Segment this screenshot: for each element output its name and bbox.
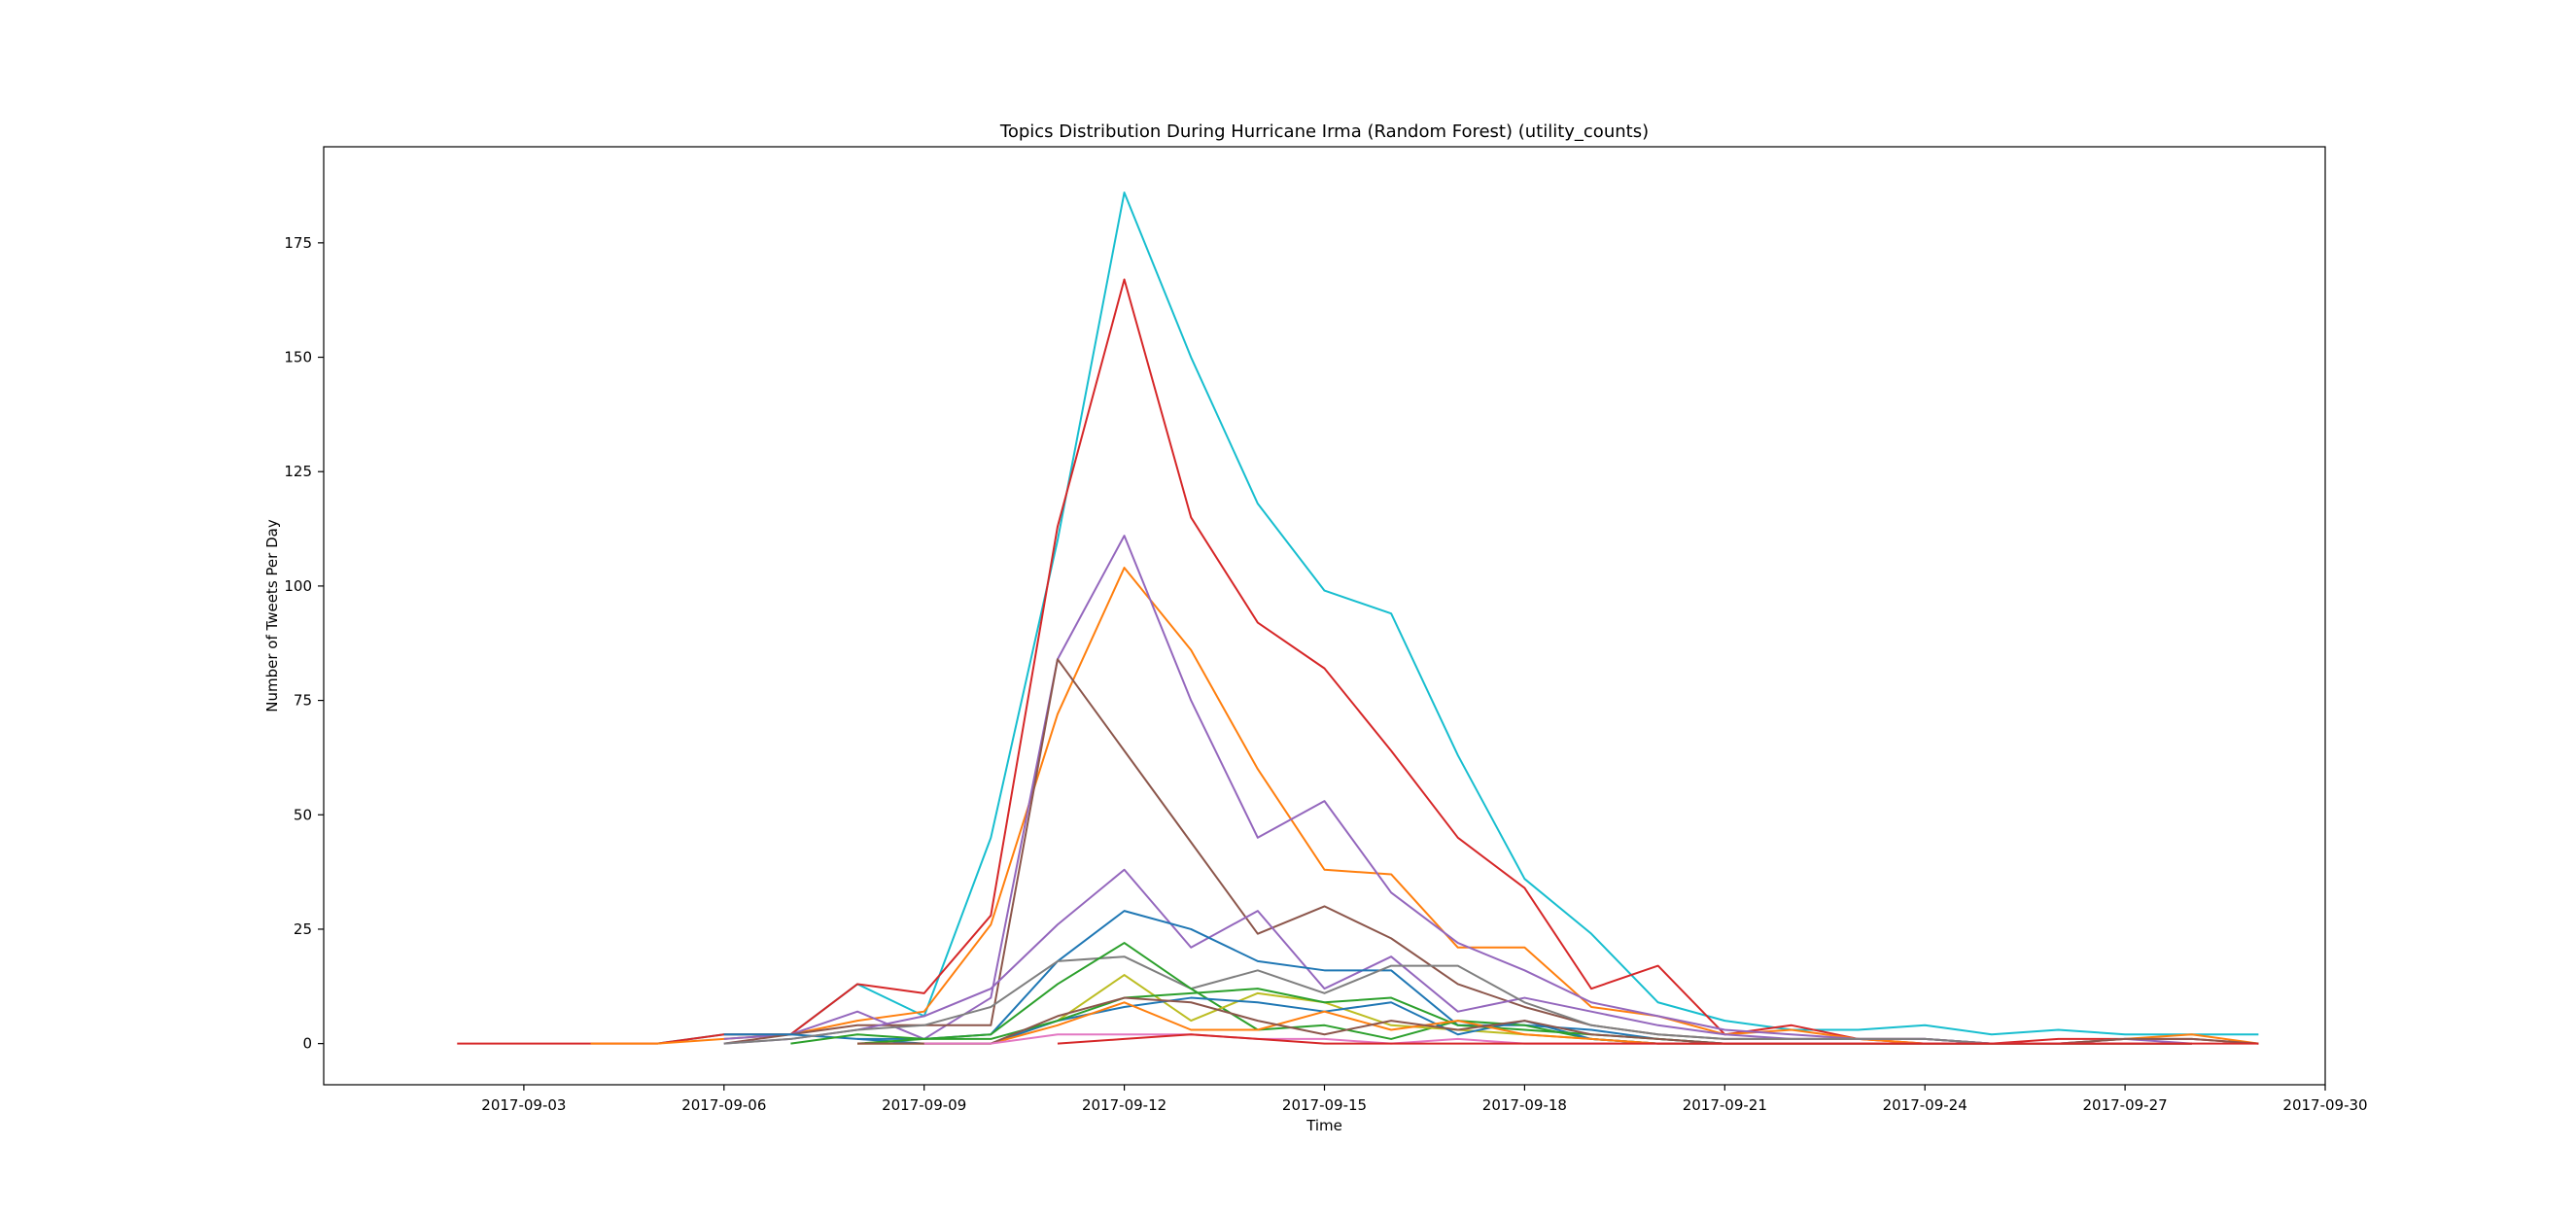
x-tick-label: 2017-09-24 <box>1883 1096 1967 1114</box>
chart-title: Topics Distribution During Hurricane Irm… <box>999 122 1649 142</box>
x-tick-label: 2017-09-18 <box>1482 1096 1567 1114</box>
series-layer <box>457 191 2259 1045</box>
y-tick-label: 125 <box>284 463 312 480</box>
x-tick-label: 2017-09-06 <box>681 1096 766 1114</box>
x-axis: 2017-09-03 2017-09-06 2017-09-09 2017-09-12… <box>481 1085 2368 1114</box>
series-line-8 <box>723 955 2192 1045</box>
x-tick-label: 2017-09-12 <box>1082 1096 1166 1114</box>
y-axis: 0 25 50 75 100 125 150 175 <box>284 234 324 1053</box>
x-tick-label: 2017-09-21 <box>1683 1096 1767 1114</box>
y-tick-label: 50 <box>294 806 312 823</box>
series-line-16 <box>1057 1033 2259 1045</box>
y-tick-label: 25 <box>294 920 312 938</box>
plot-area <box>324 147 2325 1085</box>
y-tick-label: 100 <box>284 577 312 595</box>
x-axis-label: Time <box>1305 1117 1342 1134</box>
y-tick-label: 0 <box>302 1035 312 1053</box>
y-tick-label: 75 <box>294 692 312 710</box>
x-tick-label: 2017-09-03 <box>481 1096 566 1114</box>
x-tick-label: 2017-09-15 <box>1282 1096 1367 1114</box>
y-axis-label: Number of Tweets Per Day <box>263 519 281 712</box>
x-tick-label: 2017-09-27 <box>2083 1096 2168 1114</box>
y-tick-label: 175 <box>284 234 312 252</box>
y-tick-label: 150 <box>284 349 312 366</box>
x-tick-label: 2017-09-09 <box>882 1096 966 1114</box>
x-tick-label: 2017-09-30 <box>2282 1096 2367 1114</box>
